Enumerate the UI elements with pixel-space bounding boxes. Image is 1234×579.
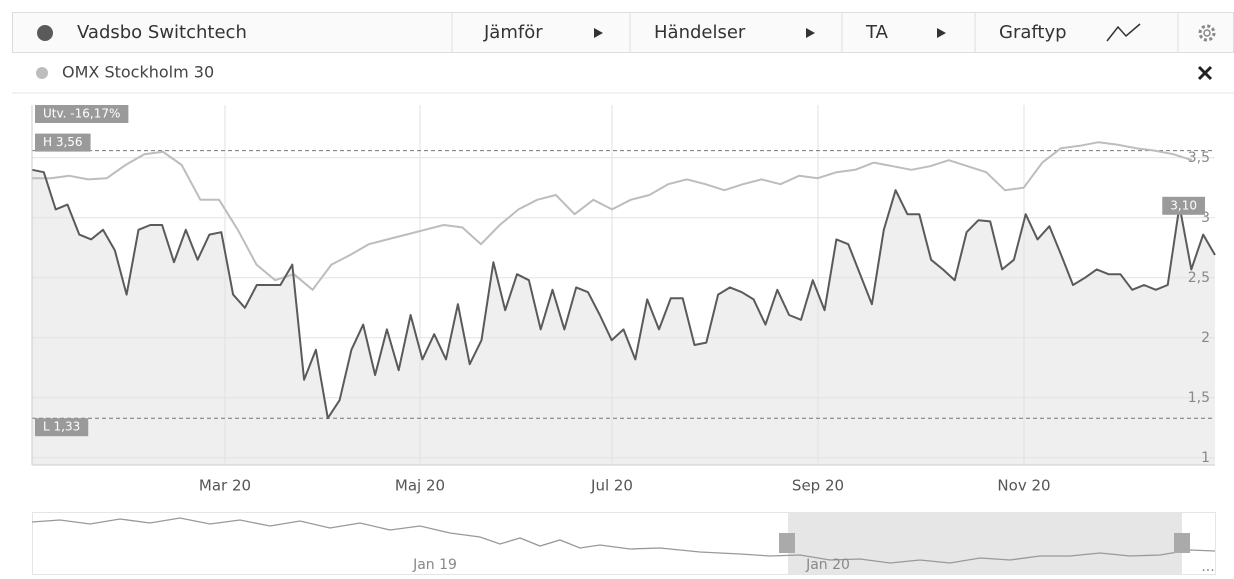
navigator-window[interactable]	[788, 513, 1182, 574]
last-value-label-box	[1162, 196, 1205, 215]
series-line	[32, 141, 1193, 291]
gear-icon	[1198, 24, 1216, 42]
plot-area: 1 1,5 2 2,5 3 3,5 Mar 20 Maj 20 Jul 20 Sep 20 Nov …	[31, 105, 1216, 495]
chart-type-button[interactable]: Graftyp	[999, 22, 1067, 43]
close-icon	[1197, 65, 1213, 81]
compare-button[interactable]: Jämför	[483, 22, 543, 43]
low-label: L 1,33	[35, 418, 89, 437]
navigator-handle[interactable]	[1174, 533, 1190, 553]
y-tick-label: 2	[1201, 330, 1210, 346]
arrow-icon	[594, 28, 603, 38]
high-label-box	[35, 133, 91, 152]
last-value-label-text: 3,10	[1170, 198, 1197, 212]
change-label-text: Utv. -16,17%	[43, 107, 120, 121]
gear-icon	[1203, 29, 1211, 37]
navigator-line	[31, 517, 1216, 564]
settings-button[interactable]	[1198, 24, 1216, 42]
change-label-box	[35, 105, 129, 123]
y-tick-label: 3,5	[1188, 150, 1210, 166]
series-dot	[37, 25, 53, 41]
instrument-name[interactable]: Vadsbo Switchtech	[77, 22, 247, 43]
toolbar	[12, 12, 1234, 53]
x-tick-label: Sep 20	[792, 477, 844, 495]
x-tick-label: Nov 20	[997, 477, 1050, 495]
ta-button[interactable]: TA	[865, 22, 889, 43]
x-tick-label: Mar 20	[199, 477, 251, 495]
low-label-box	[35, 418, 89, 437]
y-tick-label: 1	[1201, 450, 1210, 466]
y-tick-label: 1,5	[1188, 390, 1210, 406]
change-label: Utv. -16,17%	[35, 105, 129, 123]
remove-compare[interactable]	[1197, 65, 1213, 81]
line-icon	[1106, 23, 1141, 42]
arrow-icon	[937, 28, 946, 38]
area-fill	[32, 169, 1215, 466]
y-tick-label: 2,5	[1188, 270, 1210, 286]
events-button[interactable]: Händelser	[654, 22, 746, 43]
navigator-label: Jan 19	[412, 557, 457, 573]
navigator-label: ...	[1201, 559, 1214, 575]
navigator-handle[interactable]	[779, 533, 795, 553]
arrow-icon	[806, 28, 815, 38]
x-tick-label: Jul 20	[590, 477, 633, 495]
series-line	[31, 168, 1216, 420]
series-dot	[36, 67, 48, 79]
high-label: H 3,56	[35, 133, 91, 152]
low-label-text: L 1,33	[43, 420, 80, 434]
last-value-label: 3,10	[1162, 196, 1205, 215]
y-tick-label: 3	[1201, 210, 1210, 226]
high-label-text: H 3,56	[43, 135, 83, 149]
compare-name: OMX Stockholm 30	[62, 63, 214, 82]
navigator-label: Jan 20	[805, 557, 850, 573]
x-tick-label: Maj 20	[395, 477, 445, 495]
